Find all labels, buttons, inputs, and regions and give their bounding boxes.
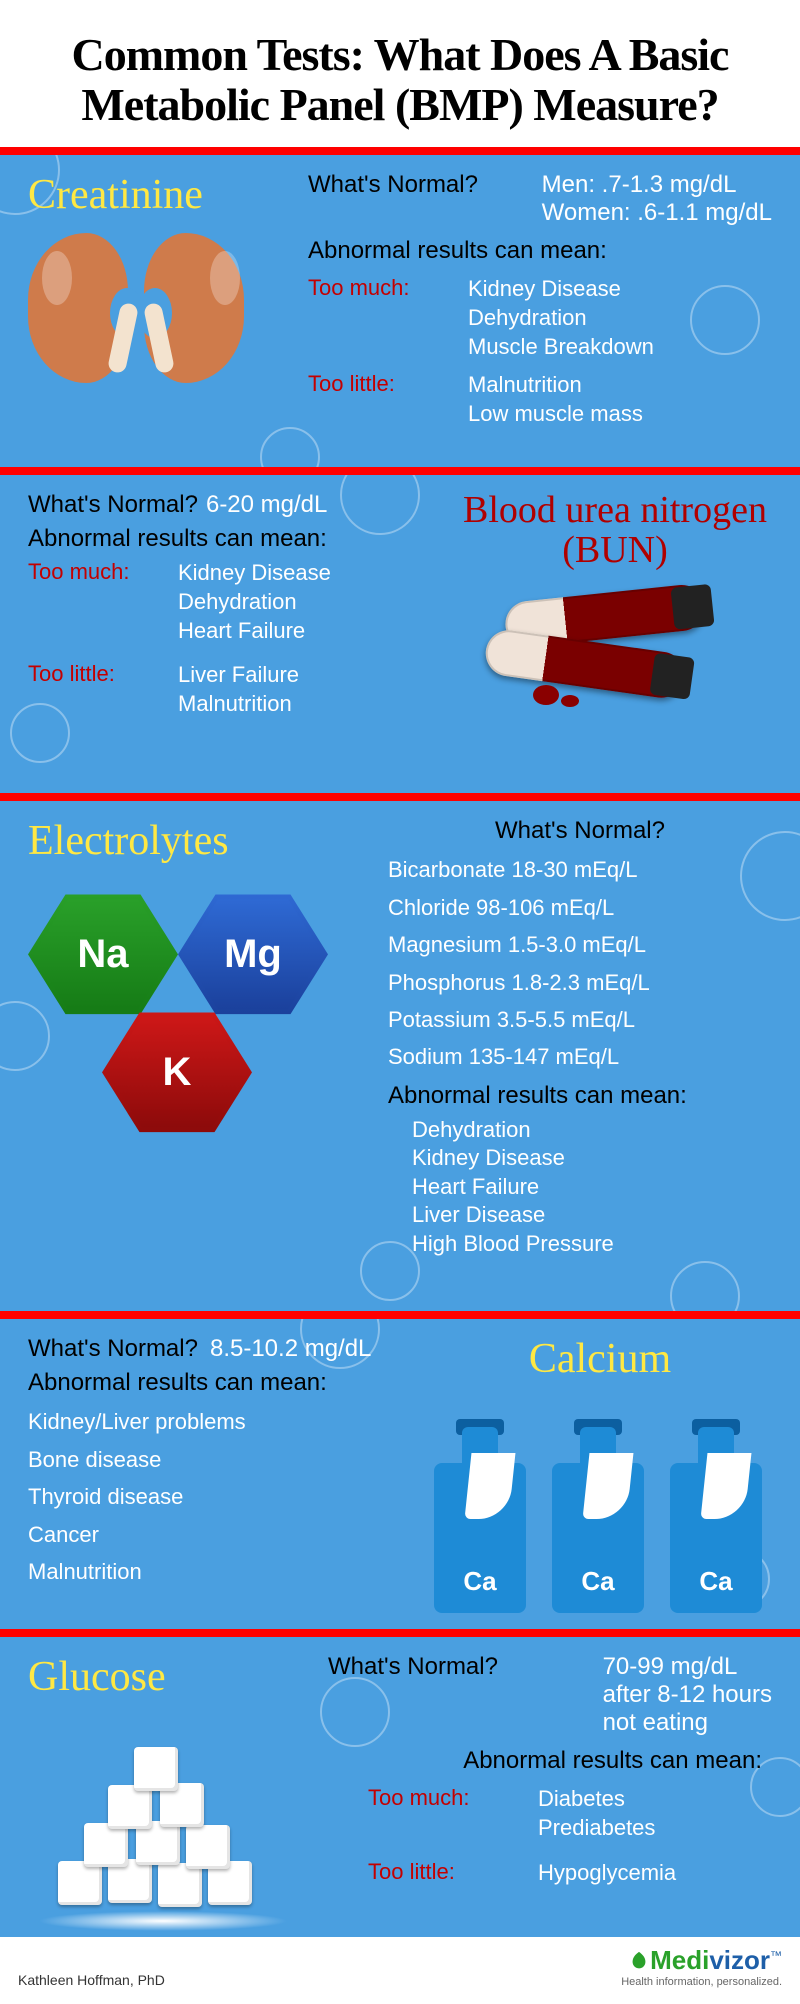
infographic: Common Tests: What Does A Basic Metaboli…: [0, 0, 800, 2004]
list-item: Dehydration: [178, 588, 458, 617]
whats-normal-label: What's Normal?: [328, 1653, 498, 1681]
normal-value: Men: .7-1.3 mg/dL: [542, 171, 772, 199]
too-little-label: Too little:: [368, 1859, 518, 1885]
too-much-label: Too much:: [308, 275, 448, 301]
list-item: Muscle Breakdown: [468, 333, 772, 362]
list-item: Bone disease: [28, 1441, 428, 1478]
list-item: Magnesium 1.5-3.0 mEq/L: [388, 926, 772, 963]
whats-normal-label: What's Normal?: [28, 1335, 198, 1362]
bottle-label: Ca: [434, 1566, 526, 1597]
abnormal-label: Abnormal results can mean:: [28, 1369, 428, 1397]
whats-normal-label: What's Normal?: [28, 491, 198, 518]
bottle-label: Ca: [552, 1566, 644, 1597]
section-heading: Calcium: [428, 1335, 772, 1383]
list-item: Kidney Disease: [468, 275, 772, 304]
hex-label-k: K: [163, 1050, 192, 1095]
list-item: Malnutrition: [468, 371, 772, 400]
section-electrolytes: Electrolytes Na Mg K What's Normal? Bica…: [0, 801, 800, 1311]
list-item: Dehydration: [412, 1116, 772, 1145]
list-item: Cancer: [28, 1516, 428, 1553]
normal-value: 70-99 mg/dL: [603, 1653, 772, 1681]
logo-icon: [628, 1950, 650, 1972]
list-item: Heart Failure: [412, 1173, 772, 1202]
whats-normal-label: What's Normal?: [388, 817, 772, 845]
divider: [0, 1311, 800, 1319]
list-item: Liver Failure: [178, 661, 458, 690]
bottle-label: Ca: [670, 1566, 762, 1597]
abnormal-label: Abnormal results can mean:: [388, 1082, 772, 1110]
section-heading: Creatinine: [28, 171, 308, 219]
section-heading: Electrolytes: [28, 817, 388, 865]
medivizor-logo: Medivizor™ Health information, personali…: [621, 1945, 782, 1988]
list-item: Kidney/Liver problems: [28, 1403, 428, 1440]
abnormal-label: Abnormal results can mean:: [328, 1747, 772, 1775]
list-item: Phosphorus 1.8-2.3 mEq/L: [388, 964, 772, 1001]
list-item: High Blood Pressure: [412, 1230, 772, 1259]
list-item: Sodium 135-147 mEq/L: [388, 1038, 772, 1075]
too-little-label: Too little:: [308, 371, 448, 397]
hex-label-mg: Mg: [224, 932, 282, 977]
section-heading: Glucose: [28, 1653, 328, 1701]
list-item: Low muscle mass: [468, 400, 772, 429]
logo-text-2: vizor: [709, 1945, 770, 1975]
list-item: Diabetes: [538, 1785, 772, 1814]
blood-vials-icon: [485, 583, 745, 723]
list-item: Liver Disease: [412, 1201, 772, 1230]
divider: [0, 147, 800, 155]
normal-values: 70-99 mg/dL after 8-12 hours not eating: [603, 1653, 772, 1737]
list-item: Chloride 98-106 mEq/L: [388, 889, 772, 926]
list-item: Malnutrition: [178, 690, 458, 719]
list-item: Kidney Disease: [412, 1144, 772, 1173]
footer: Kathleen Hoffman, PhD Medivizor™ Health …: [0, 1937, 800, 2004]
section-glucose: Glucose What's Normal? 70-99 mg/dL after…: [0, 1637, 800, 1937]
divider: [0, 467, 800, 475]
list-item: Malnutrition: [28, 1553, 428, 1590]
logo-text-1: Medi: [650, 1945, 709, 1975]
list-item: Dehydration: [468, 304, 772, 333]
normal-value: 8.5-10.2 mg/dL: [210, 1335, 371, 1362]
list-item: Thyroid disease: [28, 1478, 428, 1515]
kidneys-icon: [28, 233, 308, 393]
section-bun: What's Normal? 6-20 mg/dL Abnormal resul…: [0, 475, 800, 793]
whats-normal-label: What's Normal?: [308, 171, 478, 199]
normal-value: Women: .6-1.1 mg/dL: [542, 199, 772, 227]
logo-tagline: Health information, personalized.: [621, 1976, 782, 1988]
divider: [0, 1629, 800, 1637]
abnormal-label: Abnormal results can mean:: [308, 237, 772, 265]
list-item: Heart Failure: [178, 617, 458, 646]
normal-values: Men: .7-1.3 mg/dL Women: .6-1.1 mg/dL: [542, 171, 772, 227]
too-much-label: Too much:: [28, 559, 158, 585]
logo-tm: ™: [770, 1949, 782, 1963]
section-heading: Blood urea nitrogen (BUN): [458, 491, 772, 571]
too-much-label: Too much:: [368, 1785, 518, 1811]
page-title-block: Common Tests: What Does A Basic Metaboli…: [0, 0, 800, 147]
hex-label-na: Na: [77, 932, 128, 977]
list-item: Bicarbonate 18-30 mEq/L: [388, 851, 772, 888]
electrolytes-hex-icon: Na Mg K: [28, 889, 338, 1169]
too-little-label: Too little:: [28, 661, 158, 687]
list-item: Hypoglycemia: [538, 1859, 772, 1888]
calcium-bottles-icon: Ca Ca Ca: [428, 1423, 772, 1613]
list-item: Prediabetes: [538, 1814, 772, 1843]
author: Kathleen Hoffman, PhD: [18, 1972, 165, 1988]
normal-value: 6-20 mg/dL: [206, 491, 327, 518]
sugar-cubes-icon: [28, 1731, 298, 1931]
abnormal-label: Abnormal results can mean:: [28, 525, 458, 553]
normal-value: not eating: [603, 1709, 772, 1737]
normal-value: after 8-12 hours: [603, 1681, 772, 1709]
list-item: Potassium 3.5-5.5 mEq/L: [388, 1001, 772, 1038]
section-creatinine: Creatinine What's Normal? Men: .7-1.3 mg…: [0, 155, 800, 467]
section-calcium: What's Normal? 8.5-10.2 mg/dL Abnormal r…: [0, 1319, 800, 1629]
list-item: Kidney Disease: [178, 559, 458, 588]
divider: [0, 793, 800, 801]
page-title: Common Tests: What Does A Basic Metaboli…: [30, 30, 770, 129]
